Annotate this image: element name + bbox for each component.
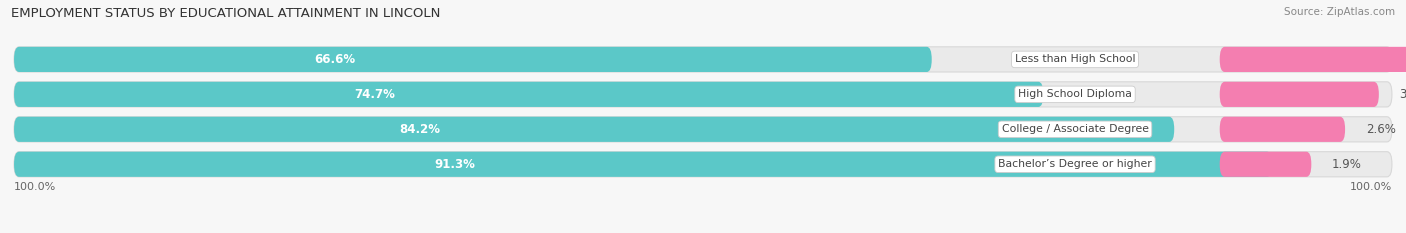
Text: Source: ZipAtlas.com: Source: ZipAtlas.com [1284,7,1395,17]
FancyBboxPatch shape [14,82,1392,107]
Text: 84.2%: 84.2% [399,123,440,136]
Text: 1.9%: 1.9% [1331,158,1362,171]
FancyBboxPatch shape [14,47,932,72]
Text: 100.0%: 100.0% [1350,182,1392,192]
Text: Less than High School: Less than High School [1015,55,1135,64]
Text: College / Associate Degree: College / Associate Degree [1001,124,1149,134]
Text: 2.6%: 2.6% [1365,123,1396,136]
FancyBboxPatch shape [14,117,1392,142]
Text: 100.0%: 100.0% [14,182,56,192]
FancyBboxPatch shape [1220,82,1379,107]
FancyBboxPatch shape [14,47,1392,72]
Text: High School Diploma: High School Diploma [1018,89,1132,99]
Text: Bachelor’s Degree or higher: Bachelor’s Degree or higher [998,159,1152,169]
FancyBboxPatch shape [14,117,1174,142]
FancyBboxPatch shape [1220,152,1312,177]
Text: EMPLOYMENT STATUS BY EDUCATIONAL ATTAINMENT IN LINCOLN: EMPLOYMENT STATUS BY EDUCATIONAL ATTAINM… [11,7,440,20]
FancyBboxPatch shape [14,82,1043,107]
FancyBboxPatch shape [14,152,1392,177]
Text: 74.7%: 74.7% [354,88,395,101]
FancyBboxPatch shape [14,152,1272,177]
Text: 91.3%: 91.3% [434,158,475,171]
Text: 66.6%: 66.6% [315,53,356,66]
Text: 3.3%: 3.3% [1399,88,1406,101]
FancyBboxPatch shape [1220,47,1406,72]
FancyBboxPatch shape [1220,117,1346,142]
